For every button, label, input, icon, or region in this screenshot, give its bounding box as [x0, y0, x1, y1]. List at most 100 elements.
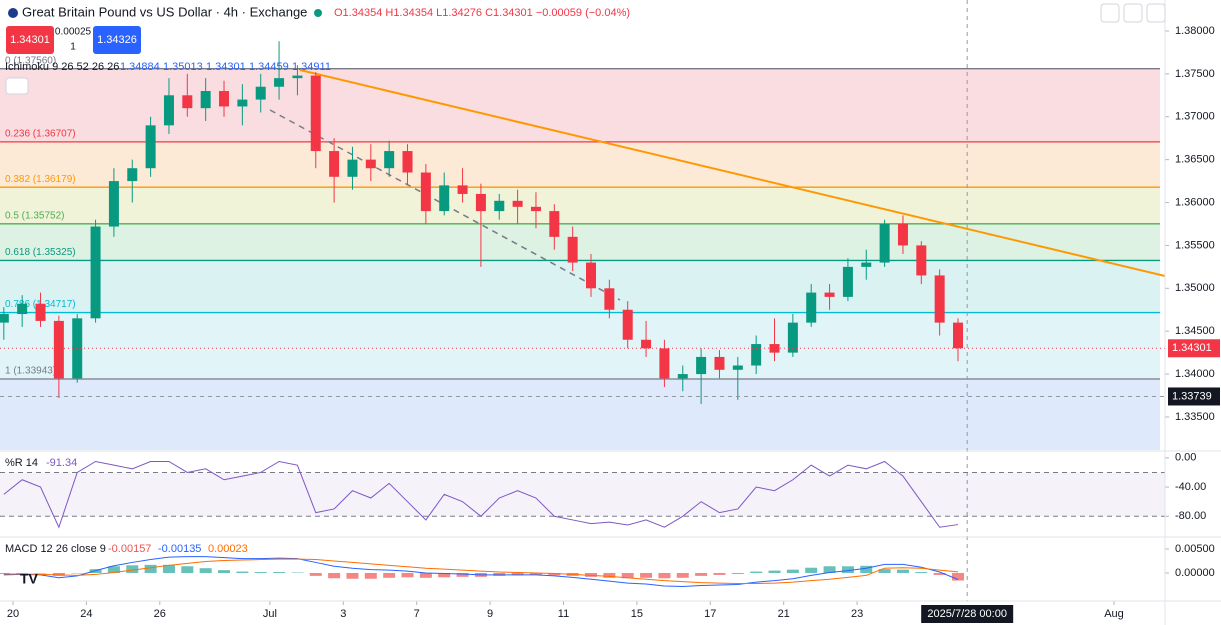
trend-line[interactable] — [299, 69, 1166, 277]
histogram-bar — [346, 572, 359, 579]
candle-body — [897, 223, 908, 246]
x-tick-label: 26 — [154, 608, 166, 620]
y-tick-label: 1.37500 — [1175, 68, 1215, 80]
candle-body — [751, 344, 762, 366]
pane-value: -0.00157 — [108, 543, 151, 555]
level-band — [0, 472, 1165, 517]
y-tick-label: 1.34000 — [1175, 368, 1215, 380]
flag-icon — [8, 8, 18, 18]
crosshair-y-label: 1.33739 — [1172, 390, 1212, 402]
x-tick-label: 7 — [414, 608, 420, 620]
histogram-bar — [823, 566, 836, 573]
histogram-bar — [915, 572, 928, 573]
crosshair-y-tag — [1168, 387, 1220, 406]
histogram-bar — [218, 570, 231, 573]
candle-body — [384, 151, 395, 169]
candle-body — [824, 292, 835, 297]
buy-price[interactable]: 1.34326 — [97, 34, 137, 46]
indicator-value: 1.34884 — [120, 61, 160, 73]
candle-body — [329, 151, 340, 177]
candle-body — [641, 339, 652, 349]
candle-body — [696, 356, 707, 375]
x-tick-label: 15 — [631, 608, 643, 620]
candle-body — [53, 320, 64, 379]
histogram-bar — [676, 572, 689, 578]
histogram-bar — [548, 572, 561, 576]
pane-value: -91.34 — [46, 457, 77, 469]
histogram-bar — [144, 564, 157, 573]
pane-value: 0.00023 — [208, 543, 248, 555]
indicator-value: 1.34301 — [206, 61, 246, 73]
pane-legend: MACD 12 26 close 9 — [5, 543, 106, 555]
buy-button[interactable] — [93, 26, 141, 54]
candle-body — [108, 181, 119, 227]
candle-body — [604, 288, 615, 310]
toolbar-button[interactable] — [1100, 3, 1120, 23]
histogram-bar — [162, 564, 175, 573]
toolbar-button[interactable] — [1123, 3, 1143, 23]
histogram-bar — [254, 572, 267, 573]
candle-body — [861, 262, 872, 267]
candle-body — [769, 344, 780, 353]
candle-body — [365, 159, 376, 169]
candle-body — [274, 78, 285, 87]
candle-body — [145, 125, 156, 169]
sell-price[interactable]: 1.34301 — [10, 34, 50, 46]
fib-band — [0, 260, 1160, 313]
x-tick-label: 21 — [778, 608, 790, 620]
candle-body — [916, 245, 927, 276]
histogram-bar — [878, 569, 891, 573]
y-tick-label: 1.38000 — [1175, 25, 1215, 37]
candle-body — [439, 185, 450, 212]
candle-body — [512, 200, 523, 207]
indicator-legend: Ichimoku 9 26 52 26 26 — [5, 61, 119, 73]
quantity[interactable]: 1 — [70, 42, 76, 53]
histogram-bar — [511, 572, 524, 576]
candle-body — [714, 356, 725, 370]
indicator-line — [3, 558, 959, 585]
y-tick-label: 1.33500 — [1175, 411, 1215, 423]
histogram-bar — [952, 572, 965, 581]
x-tick-label: 11 — [558, 608, 569, 620]
ohlc-legend: O1.34354 H1.34354 L1.34276 C1.34301 −0.0… — [334, 7, 630, 19]
pane-legend: %R 14 — [5, 457, 38, 469]
x-tick-label: 9 — [487, 608, 493, 620]
toolbar-button[interactable] — [1146, 3, 1166, 23]
histogram-bar — [750, 571, 763, 573]
fib-label: 0.236 (1.36707) — [5, 129, 76, 140]
symbol-title[interactable]: Great Britain Pound vs US Dollar · 4h · … — [22, 4, 307, 19]
y-tick-label: 0.00000 — [1175, 567, 1215, 579]
y-tick-label: 1.35500 — [1175, 239, 1215, 251]
histogram-bar — [419, 572, 432, 578]
histogram-bar — [181, 566, 194, 573]
crosshair-x-tag — [921, 605, 1014, 623]
candle-body — [90, 226, 101, 319]
histogram-bar — [841, 566, 854, 573]
x-tick-label: 20 — [7, 608, 19, 620]
histogram-bar — [107, 566, 120, 573]
crosshair-x-label: 2025/7/28 00:00 — [927, 608, 1007, 620]
x-tick-label: 23 — [851, 608, 863, 620]
candle-body — [953, 322, 964, 349]
fib-label: 0.618 (1.35325) — [5, 247, 76, 258]
fib-label: 1 (1.33943) — [5, 366, 56, 377]
fib-label: 0.382 (1.36179) — [5, 174, 76, 185]
fib-label: 0 (1.37560) — [5, 55, 56, 66]
candle-body — [806, 292, 817, 323]
histogram-bar — [933, 572, 946, 575]
candle-body — [457, 185, 468, 194]
candle-body — [494, 200, 505, 212]
histogram-bar — [529, 572, 542, 575]
collapse-button[interactable] — [5, 77, 29, 95]
spread: 0.00025 — [55, 27, 92, 38]
candle-body — [219, 91, 230, 107]
candle-body — [237, 99, 248, 107]
histogram-bar — [805, 567, 818, 573]
sell-button[interactable] — [6, 26, 54, 54]
indicator-value: 1.35013 — [163, 61, 203, 73]
fib-band — [0, 312, 1160, 379]
histogram-bar — [731, 572, 744, 574]
candle-body — [35, 303, 46, 321]
histogram-bar — [860, 565, 873, 573]
fib-label: 0.5 (1.35752) — [5, 210, 65, 221]
